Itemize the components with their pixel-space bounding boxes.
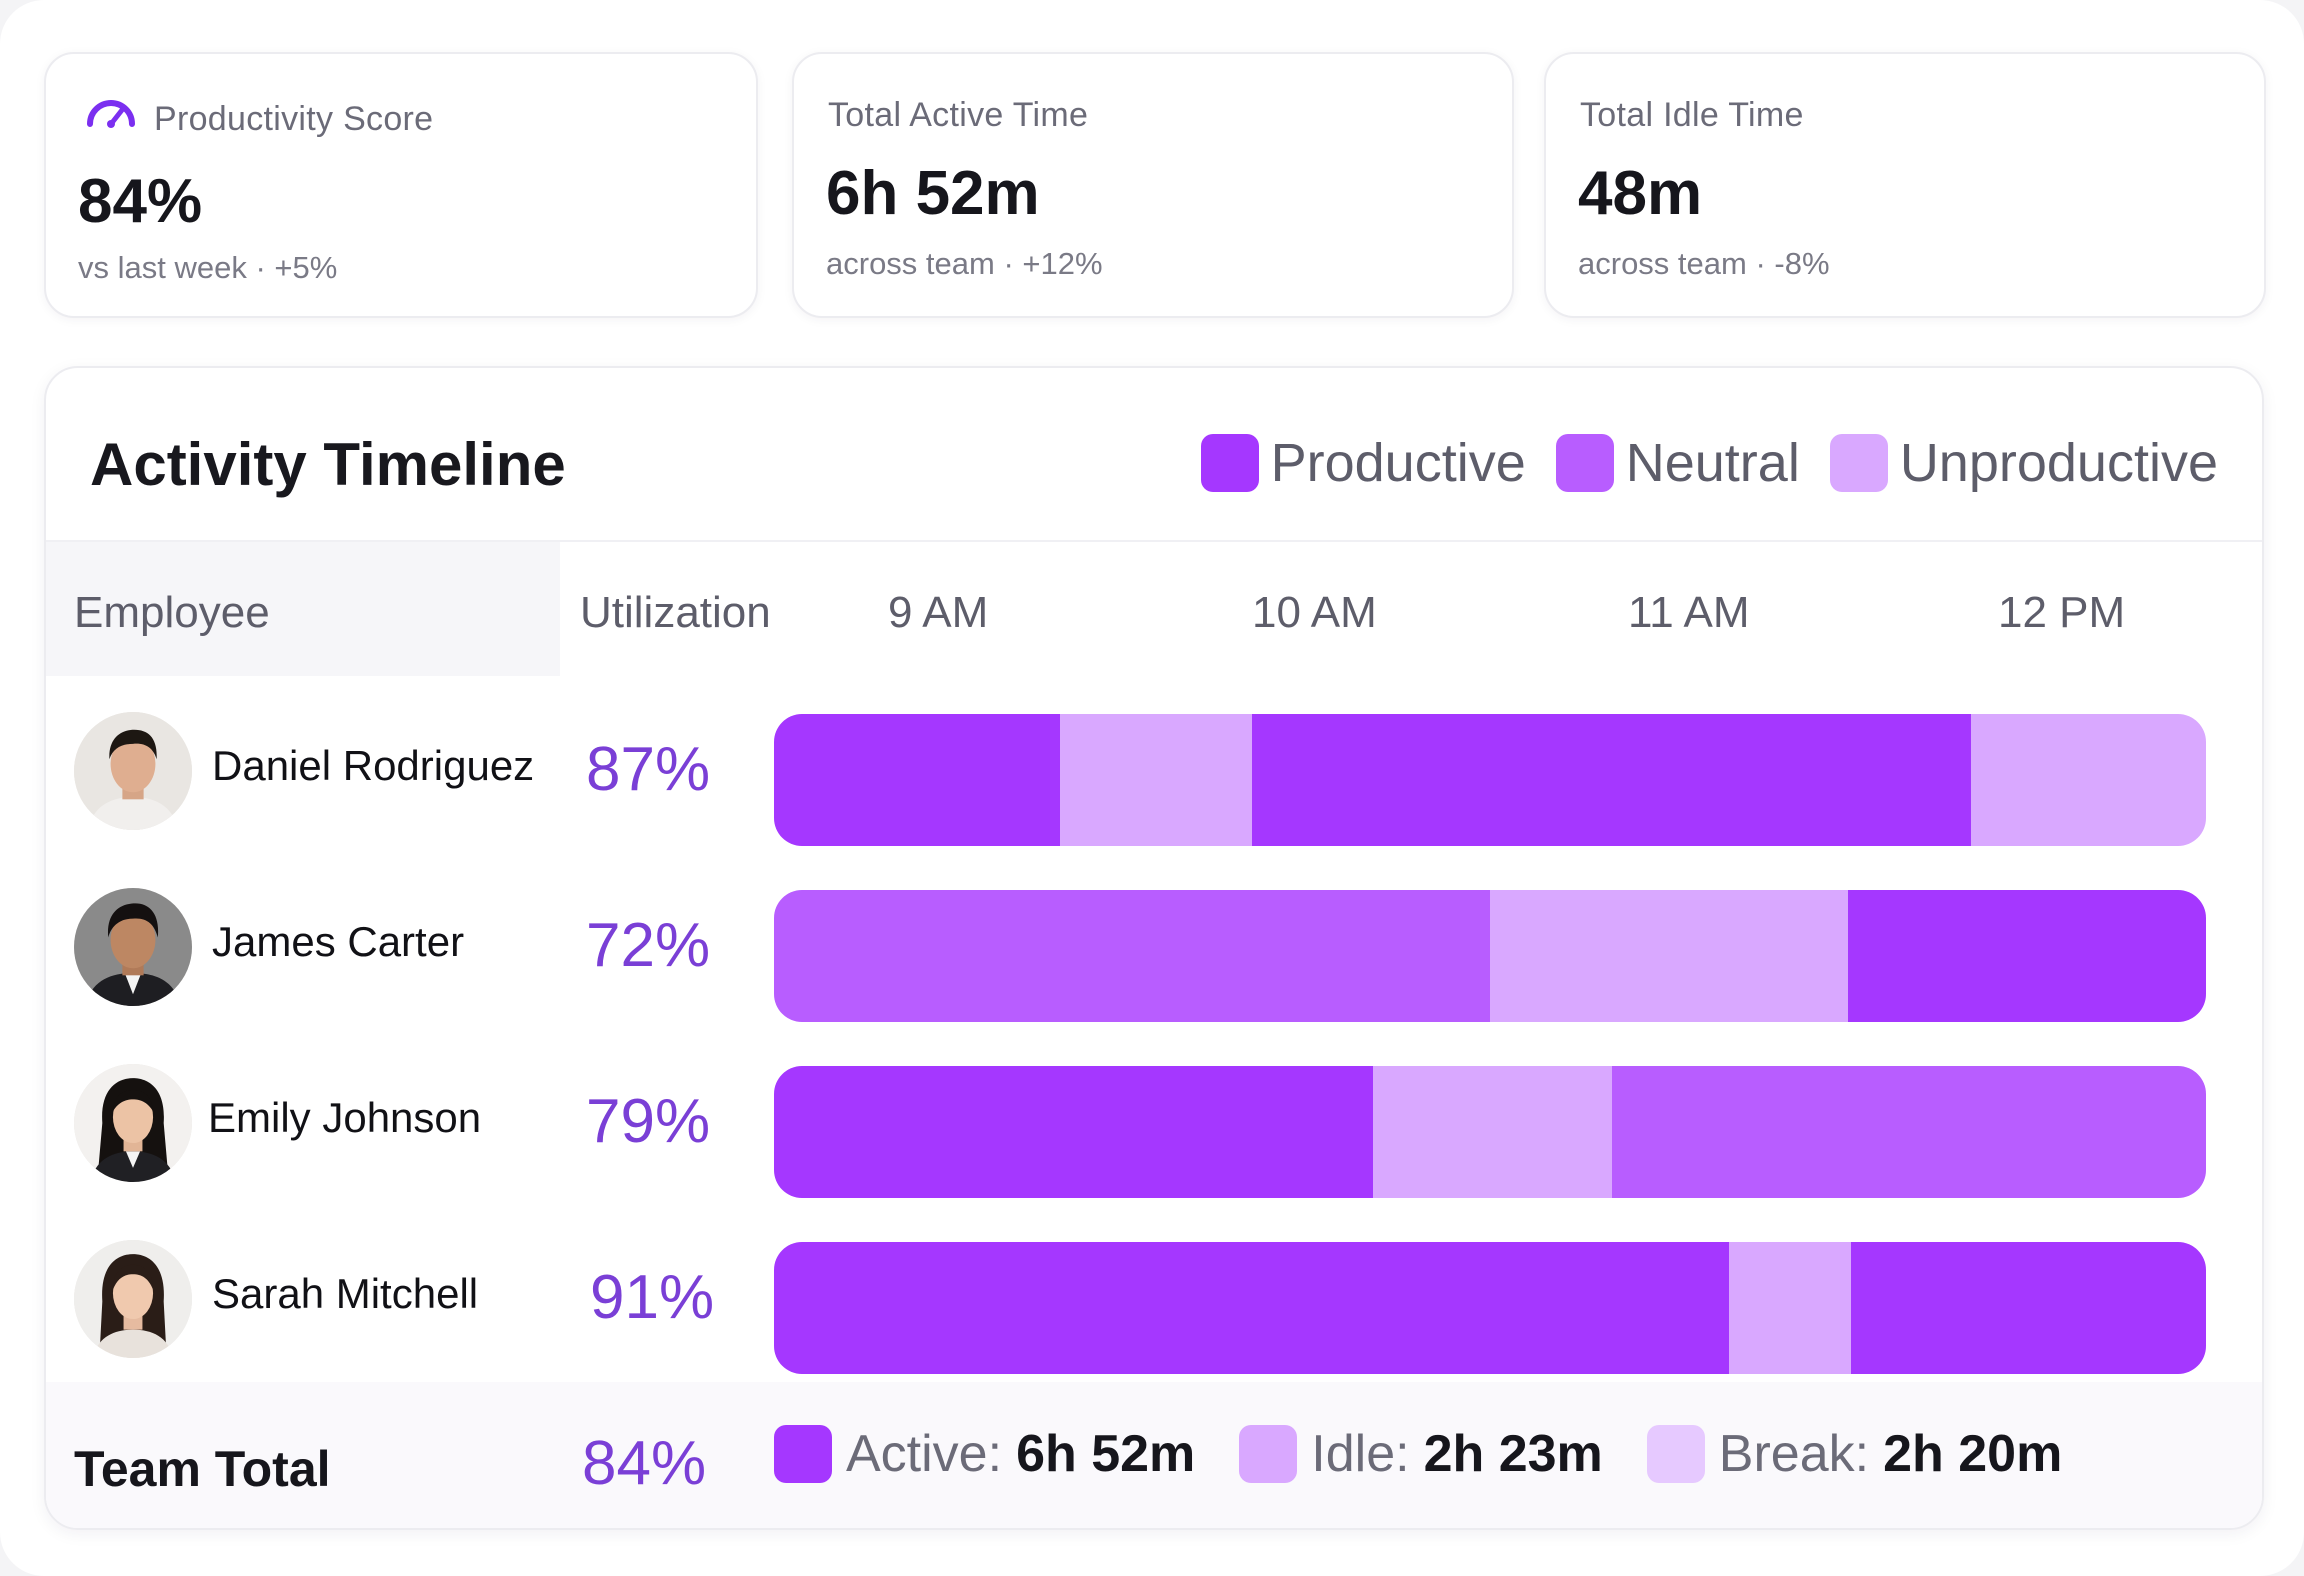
team-total-footer: Team Total 84% Active: 6h 52m Idle: 2h 2… <box>46 1382 2262 1528</box>
summary-break: Break: 2h 20m <box>1646 1424 2063 1484</box>
legend: Productive Neutral Unproductive <box>1171 432 2218 494</box>
segment-unproductive[interactable] <box>1729 1242 1851 1374</box>
summary-value: 2h 20m <box>1883 1425 2063 1483</box>
gauge-icon <box>87 100 135 128</box>
summary-swatch <box>1239 1425 1298 1483</box>
employee-name[interactable]: Sarah Mitchell <box>212 1270 479 1317</box>
employee-name[interactable]: Daniel Rodriguez <box>212 742 535 789</box>
stat-label: Productivity Score <box>154 100 434 138</box>
hour-label: 12 PM <box>1998 588 2126 637</box>
activity-bar[interactable] <box>774 714 2206 846</box>
segment-productive[interactable] <box>1252 714 1972 846</box>
summary-value: 2h 23m <box>1423 1425 1603 1483</box>
summary-label: Idle: <box>1311 1425 1410 1483</box>
legend-swatch <box>1555 434 1614 492</box>
column-header-utilization[interactable]: Utilization <box>580 588 771 637</box>
total-active-time-card[interactable]: Total Active Time 6h 52m across team · +… <box>792 52 1514 318</box>
activity-timeline-panel: Activity Timeline Productive Neutral Unp… <box>44 366 2264 1530</box>
avatar[interactable] <box>74 1240 192 1358</box>
activity-bar[interactable] <box>774 890 2206 1022</box>
segment-productive[interactable] <box>774 1242 1730 1374</box>
stat-sub: across team · -8% <box>1578 246 1830 281</box>
avatar-male-icon <box>74 888 192 1006</box>
segment-neutral[interactable] <box>774 890 1490 1022</box>
segment-unproductive[interactable] <box>1060 714 1253 846</box>
legend-item-productive[interactable]: Productive <box>1200 432 1526 494</box>
summary-swatch <box>774 1425 832 1483</box>
legend-label: Productive <box>1270 433 1526 493</box>
utilization-value: 91% <box>590 1263 715 1332</box>
segment-productive[interactable] <box>774 714 1061 846</box>
legend-label: Unproductive <box>1899 433 2218 493</box>
summary-label: Active: <box>846 1425 1003 1483</box>
employee-column-header-bg <box>46 542 560 676</box>
activity-bar[interactable] <box>774 1066 2206 1198</box>
avatar-female-icon <box>74 1064 192 1182</box>
stat-value: 6h 52m <box>826 159 1040 228</box>
team-total-utilization: 84% <box>582 1429 707 1498</box>
total-idle-time-card[interactable]: Total Idle Time 48m across team · -8% <box>1544 52 2266 318</box>
utilization-value: 72% <box>586 911 711 980</box>
stat-sub: across team · +12% <box>826 246 1103 281</box>
employee-name[interactable]: James Carter <box>212 918 465 965</box>
table-row[interactable]: Daniel Rodriguez 87% <box>46 686 2262 862</box>
stat-label: Total Idle Time <box>1580 96 1804 134</box>
summary-swatch <box>1646 1425 1705 1483</box>
legend-swatch <box>1829 434 1888 492</box>
segment-neutral[interactable] <box>1611 1066 2206 1198</box>
team-summary: Active: 6h 52m Idle: 2h 23m Break: 2h 20… <box>774 1424 2106 1484</box>
legend-label: Neutral <box>1625 433 1800 493</box>
stat-sub: vs last week · +5% <box>78 250 338 285</box>
header-divider <box>46 540 2262 542</box>
panel-title: Activity Timeline <box>90 431 566 498</box>
hour-label: 9 AM <box>888 588 989 637</box>
segment-productive[interactable] <box>1850 1242 2206 1374</box>
productivity-score-card[interactable]: Productivity Score 84% vs last week · +5… <box>44 52 758 318</box>
activity-bar[interactable] <box>774 1242 2206 1374</box>
summary-idle: Idle: 2h 23m <box>1239 1424 1603 1484</box>
summary-active: Active: 6h 52m <box>774 1424 1195 1484</box>
avatar[interactable] <box>74 712 192 830</box>
table-row[interactable]: Sarah Mitchell 91% <box>46 1214 2262 1390</box>
avatar-male-icon <box>74 712 192 830</box>
segment-productive[interactable] <box>774 1066 1373 1198</box>
column-header-employee[interactable]: Employee <box>74 588 270 637</box>
stat-value: 48m <box>1578 159 1703 228</box>
legend-item-neutral[interactable]: Neutral <box>1555 432 1800 494</box>
summary-value: 6h 52m <box>1016 1425 1196 1483</box>
segment-unproductive[interactable] <box>1490 890 1848 1022</box>
table-row[interactable]: James Carter 72% <box>46 862 2262 1038</box>
legend-swatch <box>1200 434 1259 492</box>
avatar[interactable] <box>74 1064 192 1182</box>
legend-item-unproductive[interactable]: Unproductive <box>1829 432 2218 494</box>
hour-label: 10 AM <box>1252 588 1377 637</box>
segment-productive[interactable] <box>1848 890 2206 1022</box>
team-total-label: Team Total <box>74 1441 331 1497</box>
segment-unproductive[interactable] <box>1372 1066 1612 1198</box>
table-row[interactable]: Emily Johnson 79% <box>46 1038 2262 1214</box>
avatar[interactable] <box>74 888 192 1006</box>
utilization-value: 79% <box>586 1087 711 1156</box>
employee-name[interactable]: Emily Johnson <box>208 1094 482 1141</box>
utilization-value: 87% <box>586 735 711 804</box>
stat-label: Total Active Time <box>828 96 1089 134</box>
hour-label: 11 AM <box>1628 588 1750 637</box>
stat-value: 84% <box>78 167 203 236</box>
segment-unproductive[interactable] <box>1971 714 2206 846</box>
summary-label: Break: <box>1718 1425 1870 1483</box>
avatar-female-icon <box>74 1240 192 1358</box>
